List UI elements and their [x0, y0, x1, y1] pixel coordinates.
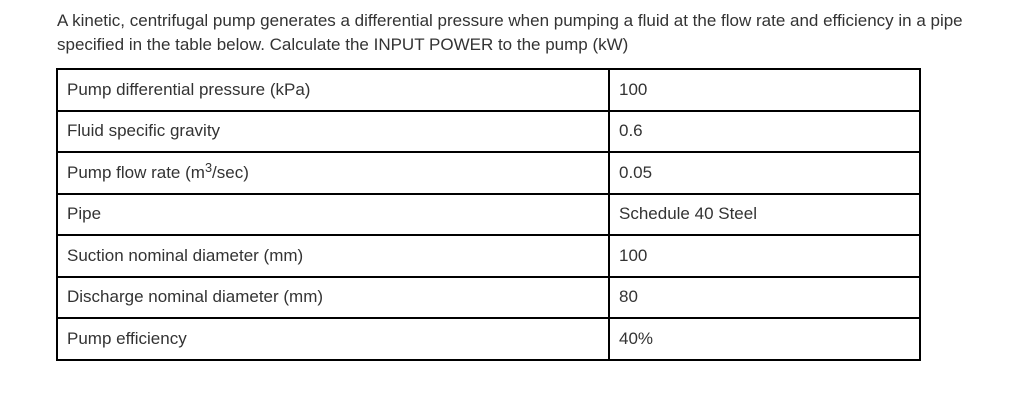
flow-rate-label-superscript: 3 [204, 160, 213, 176]
table-row-discharge-nominal-diameter: Discharge nominal diameter (mm) 80 [56, 275, 921, 319]
flow-rate-label-prefix: Pump flow rate (m [67, 162, 205, 182]
value-cell-pump-flow-rate: 0.05 [608, 151, 921, 195]
table-row-fluid-specific-gravity: Fluid specific gravity 0.6 [56, 109, 921, 153]
label-cell-pump-efficiency: Pump efficiency [56, 317, 610, 361]
value-cell-pipe: Schedule 40 Steel [608, 192, 921, 236]
table-row-pipe: Pipe Schedule 40 Steel [56, 192, 921, 236]
value-cell-pump-differential-pressure: 100 [608, 68, 921, 112]
label-cell-pump-differential-pressure: Pump differential pressure (kPa) [56, 68, 610, 112]
label-cell-pump-flow-rate: Pump flow rate (m3/sec) [56, 151, 610, 195]
label-cell-fluid-specific-gravity: Fluid specific gravity [56, 109, 610, 153]
table-row-suction-nominal-diameter: Suction nominal diameter (mm) 100 [56, 234, 921, 278]
value-cell-fluid-specific-gravity: 0.6 [608, 109, 921, 153]
label-cell-pipe: Pipe [56, 192, 610, 236]
table-row-pump-flow-rate: Pump flow rate (m3/sec) 0.05 [56, 151, 921, 195]
value-cell-discharge-nominal-diameter: 80 [608, 275, 921, 319]
value-cell-pump-efficiency: 40% [608, 317, 921, 361]
spec-table: Pump differential pressure (kPa) 100 Flu… [56, 68, 921, 361]
value-cell-suction-nominal-diameter: 100 [608, 234, 921, 278]
label-cell-suction-nominal-diameter: Suction nominal diameter (mm) [56, 234, 610, 278]
question-text: A kinetic, centrifugal pump generates a … [57, 11, 963, 54]
label-cell-discharge-nominal-diameter: Discharge nominal diameter (mm) [56, 275, 610, 319]
table-row-pump-efficiency: Pump efficiency 40% [56, 317, 921, 361]
flow-rate-label-suffix: /sec) [212, 162, 249, 182]
table-row-pump-differential-pressure: Pump differential pressure (kPa) 100 [56, 68, 921, 112]
